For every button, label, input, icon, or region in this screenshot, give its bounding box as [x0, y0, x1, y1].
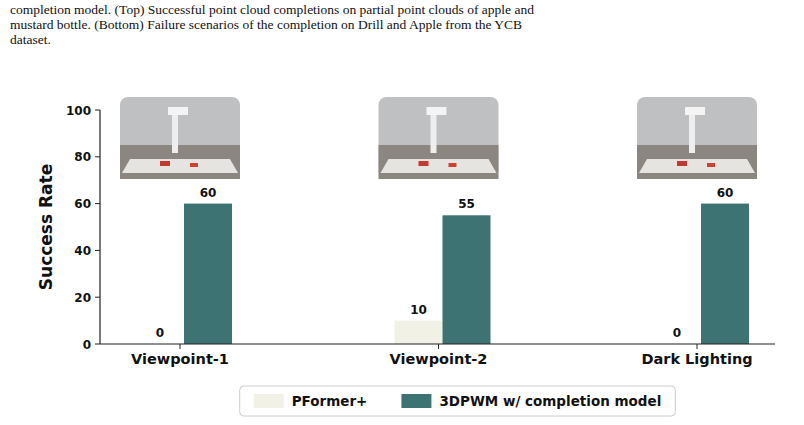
- legend-box: [240, 386, 676, 416]
- x-tick: [697, 344, 698, 349]
- photo-table: [639, 159, 755, 173]
- data-label: 55: [458, 197, 475, 211]
- legend-label: PFormer+: [292, 393, 368, 409]
- photo-object: [419, 161, 429, 166]
- photo-object: [707, 163, 715, 167]
- y-tick: [95, 203, 100, 204]
- y-tick: [95, 110, 100, 111]
- photo-table: [381, 159, 497, 173]
- y-tick-label: 0: [83, 338, 91, 352]
- chart: completion model. (Top) Successful point…: [0, 0, 804, 425]
- photo-object: [449, 163, 457, 167]
- y-axis-title: Success Rate: [36, 164, 56, 290]
- y-tick-label: 40: [74, 244, 91, 258]
- photo-floor: [120, 145, 240, 179]
- y-tick: [95, 344, 100, 345]
- legend-swatch: [254, 394, 284, 408]
- data-label: 10: [410, 303, 427, 317]
- photo-robot: [431, 109, 437, 153]
- photo-bg: [379, 97, 499, 179]
- photo-robot: [168, 107, 188, 115]
- caption-line: mustard bottle. (Bottom) Failure scenari…: [10, 17, 522, 32]
- data-label: 0: [156, 326, 164, 340]
- y-tick: [95, 250, 100, 251]
- photo-floor: [379, 145, 499, 179]
- photo-robot: [689, 109, 695, 153]
- legend: PFormer+ 3DPWM w/ completion model: [240, 386, 676, 416]
- y-tick-label: 20: [74, 291, 91, 305]
- bar: [184, 204, 232, 344]
- y-tick: [95, 156, 100, 157]
- photo-table: [122, 159, 238, 173]
- data-label: 0: [673, 326, 681, 340]
- photo-object: [677, 161, 687, 166]
- y-tick-label: 100: [66, 104, 91, 118]
- photo-bg: [637, 97, 757, 179]
- photo: [120, 97, 240, 179]
- x-tick: [180, 344, 181, 349]
- y-axis: [99, 110, 100, 344]
- y-tick-label: 80: [74, 150, 91, 164]
- y-tick-label: 60: [74, 197, 91, 211]
- legend-swatch: [401, 394, 431, 408]
- bar: [443, 215, 491, 344]
- photo-object: [160, 161, 170, 166]
- bars: [184, 204, 749, 344]
- bar: [395, 321, 443, 344]
- photo: [637, 97, 757, 179]
- x-tick: [438, 344, 439, 349]
- photo-floor: [637, 145, 757, 179]
- y-tick: [95, 297, 100, 298]
- data-label: 60: [200, 186, 217, 200]
- photo: [379, 97, 499, 179]
- x-axis: [100, 343, 775, 344]
- x-tick-label: Dark Lighting: [641, 351, 752, 367]
- x-tick-label: Viewpoint-2: [390, 351, 488, 367]
- data-labels: 0 10 0 60 55 60: [156, 186, 734, 340]
- bar: [701, 204, 749, 344]
- photo-robot: [685, 107, 705, 115]
- photo-object: [190, 163, 198, 167]
- photo-bg: [120, 97, 240, 179]
- photo-robot: [172, 109, 178, 153]
- legend-label: 3DPWM w/ completion model: [439, 393, 661, 409]
- data-label: 60: [717, 186, 734, 200]
- photo-robot: [427, 107, 447, 115]
- caption-line: dataset.: [10, 32, 51, 47]
- caption-line: completion model. (Top) Successful point…: [10, 2, 534, 17]
- x-tick-label: Viewpoint-1: [131, 351, 229, 367]
